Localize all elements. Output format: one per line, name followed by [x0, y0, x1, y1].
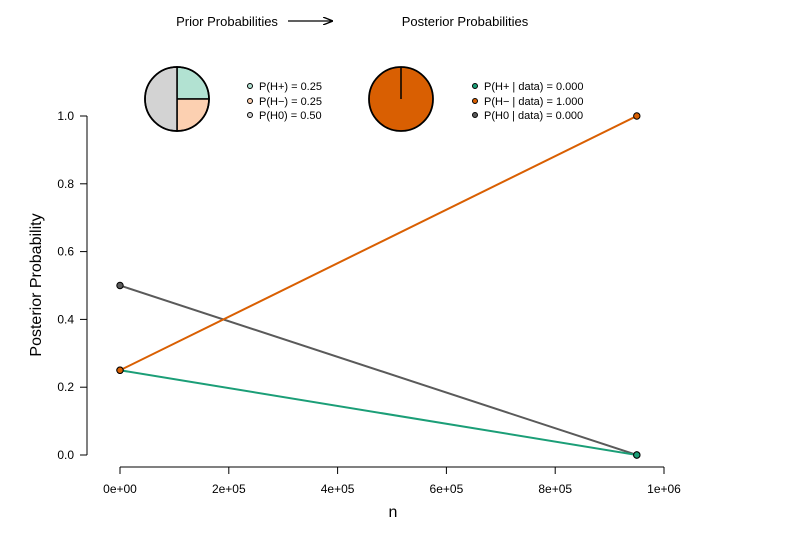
- y-tick-label: 1.0: [57, 109, 74, 123]
- posterior-legend-marker: [472, 98, 478, 104]
- posterior-legend-marker: [472, 83, 478, 89]
- prior-pie: [144, 66, 210, 132]
- posterior-legend-marker: [472, 112, 478, 118]
- prior-legend-h0: P(H0) = 0.50: [259, 110, 322, 122]
- posterior-legend-hplus: P(H+ | data) = 0.000: [484, 81, 583, 93]
- x-tick-label: 4e+05: [321, 482, 355, 496]
- series-line-hminus: [119, 115, 638, 372]
- data-point-hminus: [633, 112, 641, 120]
- prior-legend-marker: [247, 83, 253, 89]
- series-line-hplus: [119, 369, 637, 456]
- prior-legend-marker: [247, 112, 253, 118]
- x-tick-label: 0e+00: [103, 482, 137, 496]
- data-series: [116, 112, 641, 459]
- prior-legend-hplus: P(H+) = 0.25: [259, 81, 322, 93]
- x-tick-label: 2e+05: [212, 482, 246, 496]
- y-tick-label: 0.4: [57, 312, 74, 326]
- y-tick-label: 0.8: [57, 177, 74, 191]
- data-point-hplus: [633, 451, 641, 459]
- prior-title: Prior Probabilities: [176, 14, 278, 29]
- axes: 0.0 0.2 0.4 0.6 0.8 1.0 0e+00 2e+05 4e+05 6e+05 8e…: [57, 109, 681, 496]
- x-axis-label: n: [389, 504, 398, 521]
- x-tick-label: 8e+05: [538, 482, 572, 496]
- series-line-h0: [119, 284, 638, 456]
- data-point-hminus: [116, 366, 124, 374]
- data-point-h0: [116, 281, 124, 290]
- y-tick-label: 0.0: [57, 448, 74, 462]
- posterior-pie: [368, 66, 434, 132]
- posterior-legend-hminus: P(H− | data) = 1.000: [484, 96, 583, 108]
- prior-legend-marker: [247, 98, 253, 104]
- posterior-legend: P(H+ | data) = 0.000 P(H− | data) = 1.00…: [472, 81, 583, 122]
- posterior-title: Posterior Probabilities: [402, 14, 529, 29]
- y-axis-label: Posterior Probability: [28, 213, 45, 356]
- prior-pie-outline: [144, 66, 210, 132]
- posterior-legend-h0: P(H0 | data) = 0.000: [484, 110, 583, 122]
- y-tick-label: 0.6: [57, 245, 74, 259]
- prior-pie-slice-h0: [144, 66, 178, 132]
- prior-legend: P(H+) = 0.25 P(H−) = 0.25 P(H0) = 0.50: [247, 81, 322, 122]
- x-tick-label: 6e+05: [430, 482, 464, 496]
- x-tick-label: 1e+06: [647, 482, 681, 496]
- prior-legend-hminus: P(H−) = 0.25: [259, 96, 322, 108]
- y-tick-label: 0.2: [57, 380, 74, 394]
